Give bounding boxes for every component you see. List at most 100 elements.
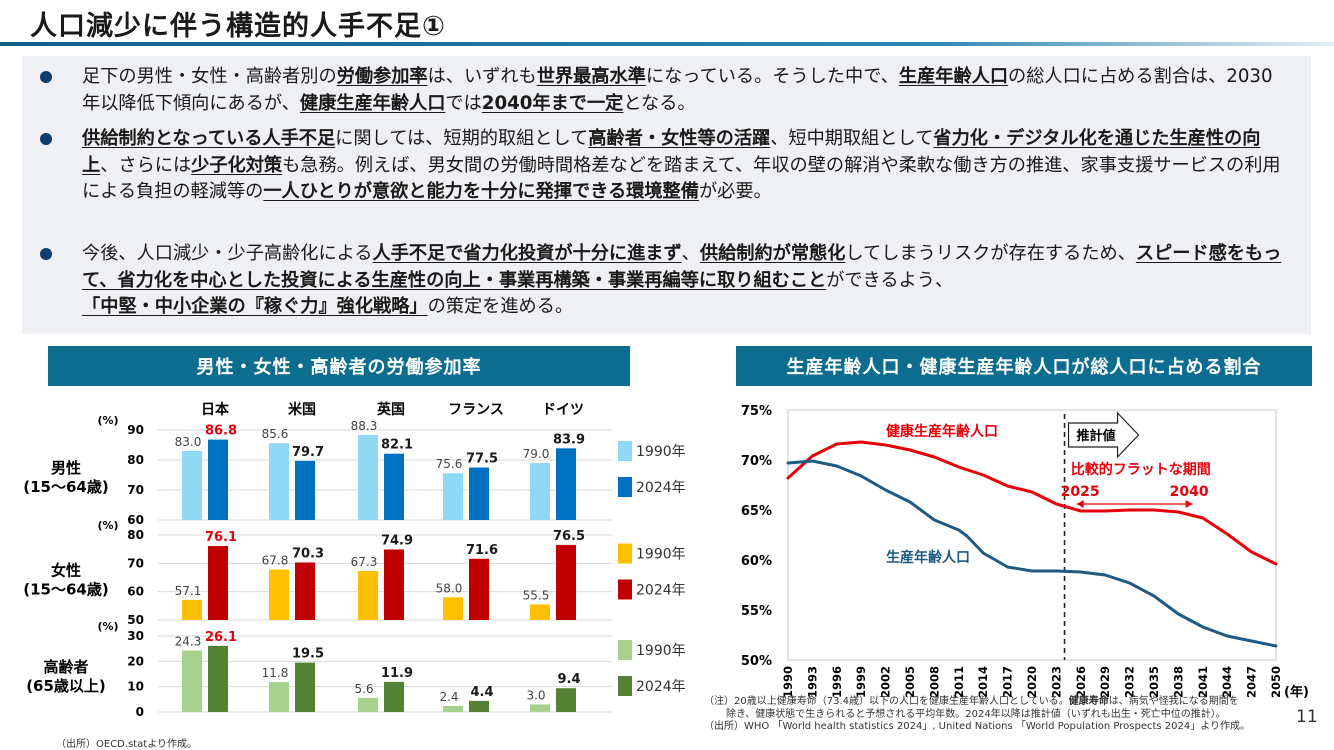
x-tick-label: 1990 xyxy=(781,666,795,698)
bar-1990 xyxy=(443,473,463,520)
value-label-1990: 58.0 xyxy=(436,581,463,595)
source-text: （出所）WHO 「World health statistics 2024」, … xyxy=(704,721,1251,732)
flat-arrow-head xyxy=(1185,500,1193,508)
legend-label-2024: 2024年 xyxy=(636,480,686,496)
value-label-2024: 71.6 xyxy=(466,543,498,558)
body-text: は、いずれも xyxy=(427,66,537,87)
bar-2024 xyxy=(208,645,228,712)
emphasis-text: 高齢者・女性等の活躍 xyxy=(588,128,771,149)
value-label-1990: 55.5 xyxy=(523,588,550,602)
emphasis-text: スピード感をもって、省力化を中心とした投資による生産性の向上・事業再構築・事業再… xyxy=(82,243,1282,291)
note-keyword: 健康寿命 xyxy=(1068,696,1109,707)
y-tick-label: 60% xyxy=(741,554,772,569)
title-rule xyxy=(0,42,1334,46)
bar-2024 xyxy=(295,562,315,620)
value-label-2024: 4.4 xyxy=(470,685,493,700)
value-label-2024: 26.1 xyxy=(205,630,237,645)
legend-swatch-2024 xyxy=(618,477,632,497)
x-tick-label: 2026 xyxy=(1074,666,1088,698)
body-text: の総人口に占める割合は、2030年以降低下傾向にあるが、 xyxy=(82,66,1273,114)
x-tick-label: 2017 xyxy=(1001,666,1015,698)
bar-2024 xyxy=(469,558,489,620)
bar-2024 xyxy=(384,681,404,712)
bar-1990 xyxy=(269,443,289,520)
bar-2024 xyxy=(384,549,404,620)
legend-label-1990: 1990年 xyxy=(636,547,686,563)
page-title: 人口減少に伴う構造的人手不足① xyxy=(30,11,446,42)
bar-1990 xyxy=(269,682,289,712)
emphasis-text: 労働参加率 xyxy=(336,66,428,87)
emphasis-text: 健康生産年齢人口 xyxy=(299,92,446,114)
y-tick-label: 0 xyxy=(136,705,144,719)
x-tick-label: 1996 xyxy=(830,666,844,698)
source-note: （出所）OECD.statより作成。 xyxy=(56,739,198,750)
body-text: が必要。 xyxy=(698,181,772,202)
bar-2024 xyxy=(556,448,576,520)
summary-box xyxy=(22,56,1311,334)
x-tick-label: 2032 xyxy=(1123,666,1137,698)
body-text: も急務。例えば、男女間の労働時間格差などを踏まえて、年収の壁の解消や柔軟な働き方… xyxy=(82,154,1281,203)
x-tick-label: 2038 xyxy=(1171,666,1185,698)
panel-label: (15～64歳) xyxy=(23,581,108,599)
note-text: 除き、健康状態で生きられると予想される平均年数。2024年以降は推計値（いずれも… xyxy=(726,708,1226,720)
y-tick-label: 50 xyxy=(127,613,144,627)
country-label: フランス xyxy=(448,402,504,418)
y-tick-label: 75% xyxy=(741,404,772,419)
legend-swatch-1990 xyxy=(618,640,632,660)
y-tick-label: 80 xyxy=(127,453,144,467)
emphasis-text: 供給制約が常態化 xyxy=(699,243,846,264)
legend-swatch-2024 xyxy=(618,676,632,696)
bar-2024 xyxy=(384,453,404,520)
emphasis-text: 「中堅・中小企業の『稼ぐ力』強化戦略」 xyxy=(82,296,428,317)
country-label: 米国 xyxy=(288,401,316,418)
value-label-1990: 75.6 xyxy=(436,457,463,471)
y-tick-label: 90 xyxy=(127,423,144,437)
plot-area xyxy=(787,409,1277,661)
country-label: 日本 xyxy=(201,401,230,418)
bar-2024 xyxy=(208,546,228,620)
y-tick-label: 80 xyxy=(127,528,144,542)
bar-1990 xyxy=(443,705,463,712)
x-tick-label: 2044 xyxy=(1220,666,1234,698)
panel-label: 女性 xyxy=(51,562,81,580)
value-label-2024: 70.3 xyxy=(292,546,324,561)
flat-from-label: 2025 xyxy=(1061,484,1100,500)
panel-label: (65歳以上) xyxy=(26,677,106,695)
emphasis-text: 生産年齢人口 xyxy=(898,66,1009,87)
bullet-2: 供給制約となっている人手不足に関しては、短期的取組として高齢者・女性等の活躍、短… xyxy=(38,126,1283,206)
population-chart-header: 生産年齢人口・健康生産年齢人口が総人口に占める割合 xyxy=(736,346,1312,386)
value-label-1990: 3.0 xyxy=(526,688,545,702)
value-label-2024: 82.1 xyxy=(381,438,413,453)
legend-label-1990: 1990年 xyxy=(636,444,686,460)
page-number: 11 xyxy=(1296,707,1318,727)
body-text: ができるよう、 xyxy=(826,269,954,291)
emphasis-text: 供給制約となっている人手不足 xyxy=(82,128,336,149)
value-label-1990: 85.6 xyxy=(262,427,289,441)
country-label: 英国 xyxy=(376,401,405,418)
panel-label: 高齢者 xyxy=(43,658,88,676)
unit-label: (%) xyxy=(97,414,118,427)
bar-1990 xyxy=(358,697,378,712)
unit-label: (%) xyxy=(97,519,118,532)
bar-2024 xyxy=(295,662,315,712)
x-tick-label: 2047 xyxy=(1245,666,1259,698)
population-line-chart: 75% 70% 65% 60% 55% 50% 1990 1993 1996 1999 2002 20… xyxy=(741,404,1309,700)
y-tick-label: 30 xyxy=(127,629,144,643)
legend-label-1990: 1990年 xyxy=(636,643,686,659)
bullet-dot xyxy=(40,71,52,83)
bar-1990 xyxy=(182,650,202,712)
value-label-2024: 83.9 xyxy=(553,432,585,447)
bar-2024 xyxy=(295,460,315,520)
value-label-2024: 9.4 xyxy=(557,672,580,687)
x-axis-unit: (年) xyxy=(1284,684,1309,700)
bar-1990 xyxy=(182,451,202,520)
flat-period-label: 比較的フラットな期間 xyxy=(1071,461,1211,478)
y-tick-label: 70 xyxy=(127,483,144,497)
value-label-2024: 74.9 xyxy=(381,533,413,548)
x-tick-label: 2029 xyxy=(1098,666,1112,698)
value-label-1990: 5.6 xyxy=(354,682,373,696)
value-label-1990: 88.3 xyxy=(351,419,378,433)
flat-arrow-head xyxy=(1076,500,1084,508)
x-tick-label: 2008 xyxy=(927,666,941,698)
panel-label: (15～64歳) xyxy=(23,478,108,496)
